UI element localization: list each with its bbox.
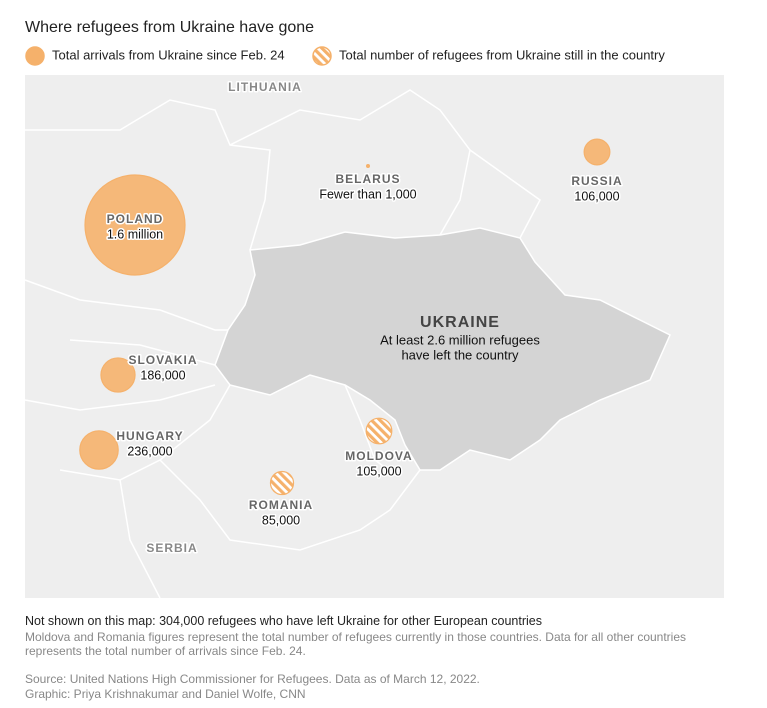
ukraine-shape bbox=[214, 227, 671, 471]
value-label: Fewer than 1,000 bbox=[319, 187, 416, 201]
country-label: POLAND bbox=[107, 212, 164, 226]
value-label: 236,000 bbox=[127, 444, 172, 458]
refugee-bubble bbox=[79, 430, 119, 470]
country-label: LITHUANIA bbox=[228, 80, 302, 94]
ukraine-note: have left the country bbox=[401, 347, 519, 362]
credit-note: Graphic: Priya Krishnakumar and Daniel W… bbox=[25, 687, 306, 701]
refugee-bubble bbox=[269, 470, 295, 496]
map: Where refugees from Ukraine have gone To… bbox=[24, 19, 724, 599]
small-dot bbox=[366, 164, 370, 168]
ukraine-note: At least 2.6 million refugees bbox=[380, 332, 540, 347]
value-label: 105,000 bbox=[356, 464, 401, 478]
title: Where refugees from Ukraine have gone bbox=[25, 19, 314, 36]
country-label: RUSSIA bbox=[571, 174, 622, 188]
detail-note: Moldova and Romania figures represent th… bbox=[25, 630, 687, 658]
country-label: SLOVAKIA bbox=[128, 353, 197, 367]
value-label: 106,000 bbox=[574, 189, 619, 203]
not-shown-note: Not shown on this map: 304,000 refugees … bbox=[25, 614, 542, 628]
refugee-bubble bbox=[100, 357, 136, 393]
country-label: UKRAINE bbox=[420, 314, 500, 331]
country-label: HUNGARY bbox=[116, 429, 183, 443]
value-label: 85,000 bbox=[262, 513, 300, 527]
borders bbox=[24, 89, 541, 599]
country-label: MOLDOVA bbox=[345, 449, 412, 463]
value-label: 186,000 bbox=[140, 368, 185, 382]
legend-icon bbox=[25, 46, 45, 66]
country-label: BELARUS bbox=[335, 172, 400, 186]
legend-label: Total arrivals from Ukraine since Feb. 2… bbox=[52, 47, 285, 62]
refugee-bubble bbox=[583, 138, 611, 166]
refugee-bubble bbox=[84, 174, 186, 276]
value-label: 1.6 million bbox=[107, 227, 163, 241]
refugee-bubble bbox=[365, 417, 393, 445]
country-label: ROMANIA bbox=[249, 498, 313, 512]
country-label: SERBIA bbox=[146, 541, 197, 555]
legend-icon bbox=[312, 46, 332, 66]
source-note: Source: United Nations High Commissioner… bbox=[25, 672, 480, 686]
legend-label: Total number of refugees from Ukraine st… bbox=[339, 47, 665, 62]
